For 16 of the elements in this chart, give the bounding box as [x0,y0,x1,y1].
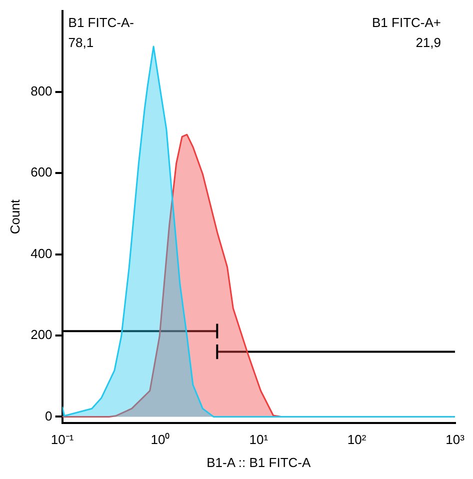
x-axis-title: B1-A :: B1 FITC-A [206,454,311,470]
annotation: 21,9 [416,34,441,50]
x-tick-label: 10³ [446,432,466,448]
y-tick-label: 200 [30,327,52,342]
x-tick-label: 10⁰ [150,432,170,448]
annotation: 78,1 [68,34,94,50]
y-tick-label: 0 [45,408,52,424]
x-tick-label: 10⁻¹ [50,432,74,448]
x-tick-label: 10² [347,432,367,448]
y-axis-title: Count [7,199,22,234]
y-tick-label: 800 [30,84,52,99]
y-tick-label: 400 [30,246,52,261]
x-tick-label: 10¹ [249,432,269,448]
annotation: B1 FITC-A+ [372,14,441,30]
y-tick-label: 600 [30,164,52,180]
annotation: B1 FITC-A- [68,14,134,30]
